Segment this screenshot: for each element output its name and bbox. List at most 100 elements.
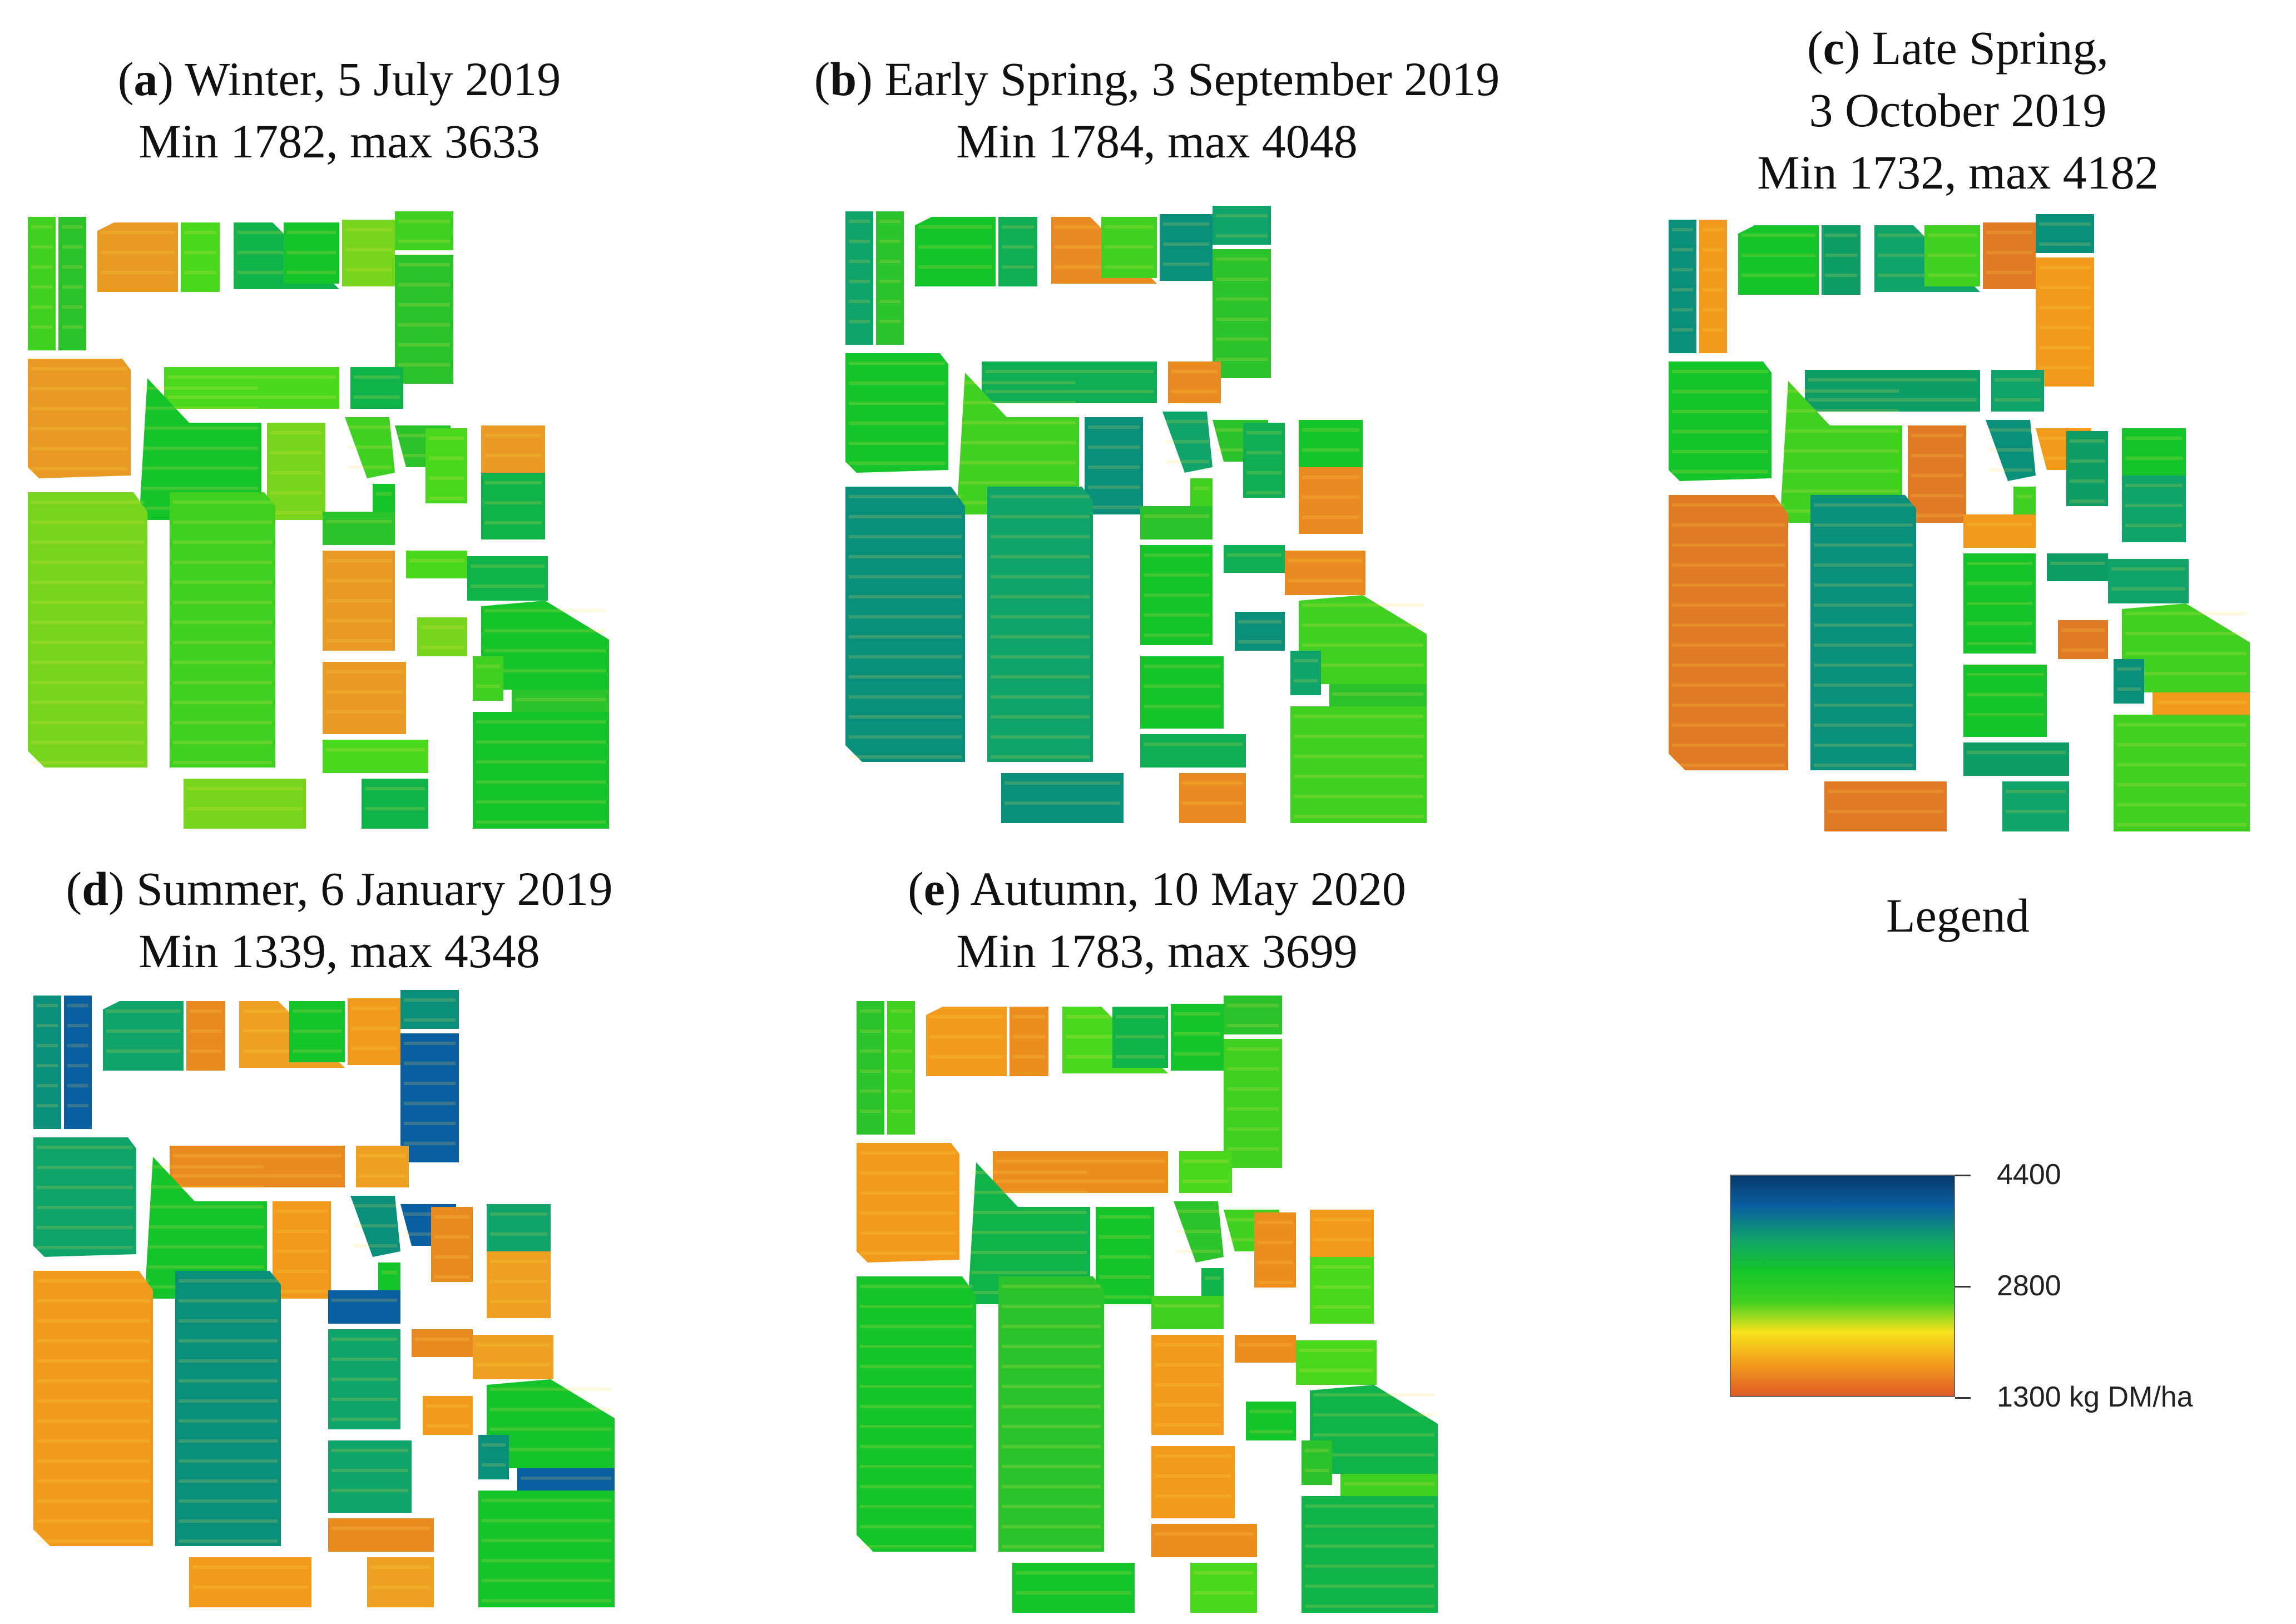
paddock <box>1168 362 1221 403</box>
paddock <box>1963 553 2036 653</box>
paddock <box>189 1557 311 1607</box>
paddock <box>323 551 395 651</box>
panel-b-letter: b <box>830 52 857 106</box>
paddock <box>431 1207 473 1282</box>
paddock <box>58 217 86 350</box>
panel-a-range: Min 1782, max 3633 <box>138 115 540 168</box>
paddock <box>28 217 56 350</box>
paddock <box>887 1001 915 1135</box>
paddock <box>400 990 459 1029</box>
paddock <box>2036 258 2094 387</box>
paddock <box>1151 1335 1224 1435</box>
panel-a-title: (a) Winter, 5 July 2019 Min 1782, max 36… <box>117 52 561 168</box>
paddock <box>1224 996 1282 1034</box>
panel-e-range: Min 1783, max 3699 <box>956 924 1358 978</box>
panel-a-letter: a <box>133 52 158 106</box>
paddock <box>987 487 1093 762</box>
paddock <box>857 1001 884 1135</box>
panel-d-field-map <box>33 990 615 1607</box>
paddock <box>467 556 548 601</box>
paddock <box>1963 665 2047 737</box>
paddock <box>857 1143 959 1262</box>
legend-tick-min <box>1955 1397 1971 1399</box>
paddock <box>97 222 178 292</box>
panel-b-title: (b) Early Spring, 3 September 2019 Min 1… <box>814 52 1500 168</box>
paddock <box>2108 559 2189 603</box>
panel-b-field-map <box>845 206 1427 823</box>
paddock <box>1908 425 1966 523</box>
panel-b-season: Early Spring, 3 September 2019 <box>884 52 1500 106</box>
paddock <box>267 423 325 520</box>
paddock <box>2114 659 2144 704</box>
panel-d-letter: d <box>82 862 108 915</box>
panel-c-range: Min 1732, max 4182 <box>1757 146 2159 199</box>
paddock <box>1174 1201 1224 1262</box>
paddock <box>1162 412 1213 473</box>
paddock <box>478 1491 615 1607</box>
panel-e-season: Autumn, 10 May 2020 <box>970 862 1406 915</box>
paddock <box>1112 1007 1168 1068</box>
panel-e-field-map <box>857 996 1438 1613</box>
paddock <box>362 779 428 829</box>
paddock <box>926 1007 1007 1076</box>
paddock <box>1246 1402 1296 1440</box>
paddock <box>1012 1563 1135 1613</box>
paddock <box>473 1335 553 1379</box>
paddock <box>328 1290 400 1324</box>
paddock <box>1296 1340 1377 1385</box>
paddock <box>350 1196 400 1257</box>
paddock <box>1805 370 1980 412</box>
legend-title: Legend <box>1886 889 2030 942</box>
paddock <box>876 211 904 345</box>
paddock <box>998 1276 1104 1552</box>
paddock <box>857 1276 976 1552</box>
legend-max-label: 4400 <box>1997 1158 2061 1191</box>
paddock <box>1822 225 1860 295</box>
paddock <box>323 512 395 545</box>
panel-a-season: Winter, 5 July 2019 <box>184 52 561 106</box>
panel-e-title: (e) Autumn, 10 May 2020 Min 1783, max 36… <box>908 862 1406 978</box>
paddock <box>1669 220 1696 353</box>
paddock <box>915 217 996 286</box>
paddock <box>273 1201 331 1299</box>
panel-d-range: Min 1339, max 4348 <box>138 924 540 978</box>
paddock <box>175 1271 281 1546</box>
paddock <box>170 492 275 768</box>
paddock <box>328 1518 434 1552</box>
paddock <box>2122 476 2186 542</box>
legend-tick-mid <box>1955 1286 1971 1288</box>
paddock <box>1235 612 1285 651</box>
panel-c-letter: c <box>1823 21 1844 75</box>
paddock <box>2047 553 2108 581</box>
paddock <box>1179 1151 1232 1193</box>
paddock <box>1085 417 1143 514</box>
paddock <box>2058 620 2108 659</box>
paddock <box>64 996 92 1129</box>
paddock <box>845 487 965 762</box>
panel-d-title: (d) Summer, 6 January 2019 Min 1339, max… <box>66 862 613 978</box>
paddock <box>1151 1296 1224 1329</box>
paddock <box>1190 1563 1257 1613</box>
paddock <box>1963 514 2036 548</box>
paddock <box>33 1137 136 1257</box>
paddock <box>1010 1007 1048 1076</box>
paddock <box>1151 1524 1257 1557</box>
paddock <box>1224 545 1285 573</box>
paddock <box>1299 595 1427 684</box>
paddock <box>1310 1385 1438 1474</box>
legend-mid-label: 2800 <box>1997 1270 2061 1302</box>
paddock <box>139 378 261 520</box>
paddock <box>1738 225 1819 295</box>
paddock <box>845 211 873 345</box>
paddock <box>1213 206 1271 245</box>
panel-c-title: (c) Late Spring, 3 October 2019 Min 1732… <box>1757 21 2159 199</box>
paddock <box>968 1162 1090 1304</box>
paddock <box>328 1440 412 1513</box>
paddock <box>2036 214 2094 253</box>
paddock <box>2002 781 2069 831</box>
paddock <box>181 222 220 292</box>
paddock <box>1254 1212 1296 1288</box>
paddock <box>164 367 339 409</box>
paddock <box>2122 428 2186 476</box>
paddock <box>1243 423 1285 498</box>
